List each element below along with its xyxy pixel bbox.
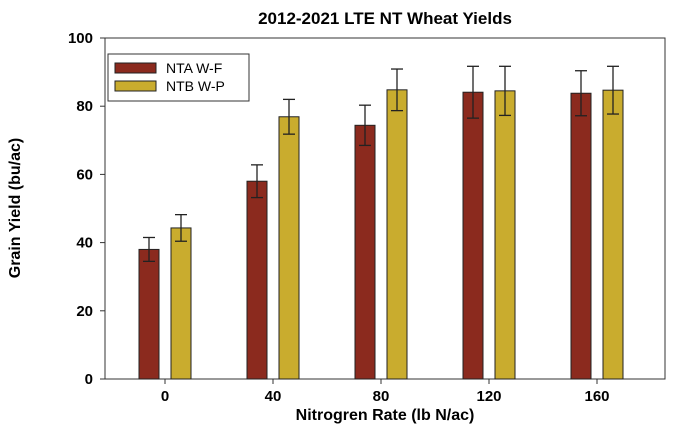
x-axis-label: Nitrogren Rate (lb N/ac) (296, 407, 475, 424)
bar-nta-w-f (570, 92, 592, 380)
legend-label: NTA W-F (166, 60, 222, 76)
y-tick-label: 0 (85, 371, 93, 388)
bar-nta-w-f (354, 124, 376, 380)
legend-swatch (114, 80, 157, 92)
bar-ntb-w-p (170, 227, 192, 380)
bar-nta-w-f (246, 180, 268, 380)
plot-frame (104, 37, 666, 380)
x-tick-label: 120 (476, 388, 501, 405)
bar-ntb-w-p (386, 89, 408, 380)
bar-ntb-w-p (494, 90, 516, 380)
y-tick-label: 60 (76, 166, 93, 183)
bar-ntb-w-p (278, 116, 300, 380)
legend-swatch (114, 62, 157, 74)
y-tick-label: 20 (76, 303, 93, 320)
legend (107, 53, 250, 102)
chart-title: 2012-2021 LTE NT Wheat Yields (258, 9, 512, 28)
y-tick-label: 100 (68, 30, 93, 47)
x-tick-label: 160 (584, 388, 609, 405)
y-tick-label: 40 (76, 235, 93, 252)
x-tick-label: 40 (265, 388, 282, 405)
legend-label: NTB W-P (166, 78, 225, 94)
bar-ntb-w-p (602, 89, 624, 380)
y-axis-label: Grain Yield (bu/ac) (7, 138, 24, 278)
bar-nta-w-f (462, 91, 484, 380)
x-tick-label: 80 (373, 388, 390, 405)
x-tick-label: 0 (161, 388, 169, 405)
y-tick-label: 80 (76, 98, 93, 115)
bar-nta-w-f (138, 248, 160, 380)
